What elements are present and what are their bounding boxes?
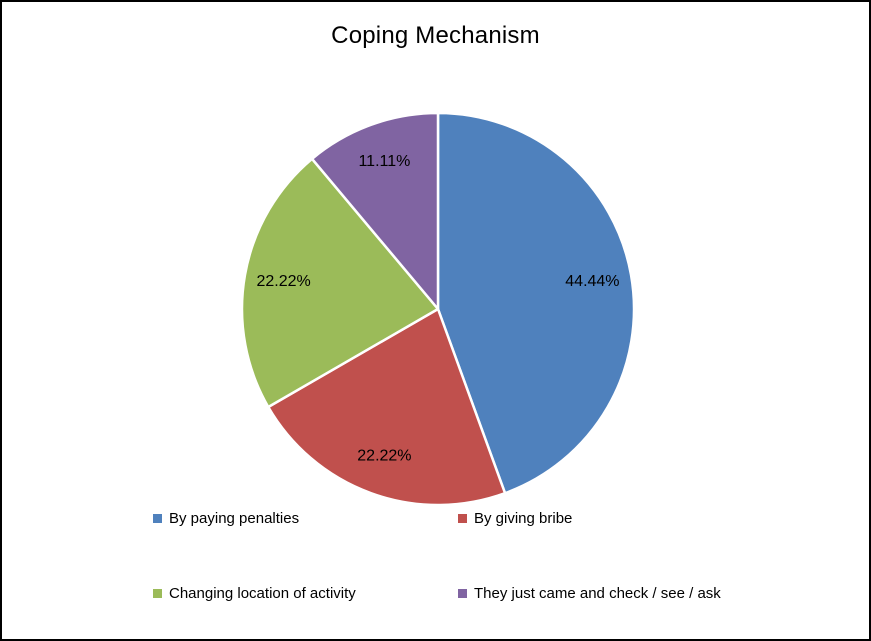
pie-slice-label-0: 44.44% [565,273,619,290]
legend-label: Changing location of activity [169,585,356,602]
legend-label: By giving bribe [474,510,573,527]
legend-item-by-giving-bribe[interactable]: By giving bribe [458,510,572,527]
pie-slice-1[interactable] [267,307,507,507]
pie-slice-3[interactable] [310,111,440,311]
pie-slice-0[interactable] [436,111,636,495]
pie-slice-label-3: 11.11% [358,153,410,170]
legend-swatch-purple [458,589,467,598]
legend-label: By paying penalties [169,510,300,527]
legend-swatch-red [458,514,467,523]
legend-item-came-and-check[interactable]: They just came and check / see / ask [458,585,721,602]
legend-swatch-green [153,589,162,598]
pie-slice-2[interactable] [240,157,440,409]
legend-swatch-blue [153,514,162,523]
legend-label: They just came and check / see / ask [474,585,721,602]
legend-item-by-paying-penalties[interactable]: By paying penalties [153,510,299,527]
pie-slice-label-2: 22.22% [256,273,310,290]
legend-item-changing-location[interactable]: Changing location of activity [153,585,356,602]
pie-slice-label-1: 22.22% [357,448,411,465]
chart-title: Coping Mechanism [331,22,540,49]
